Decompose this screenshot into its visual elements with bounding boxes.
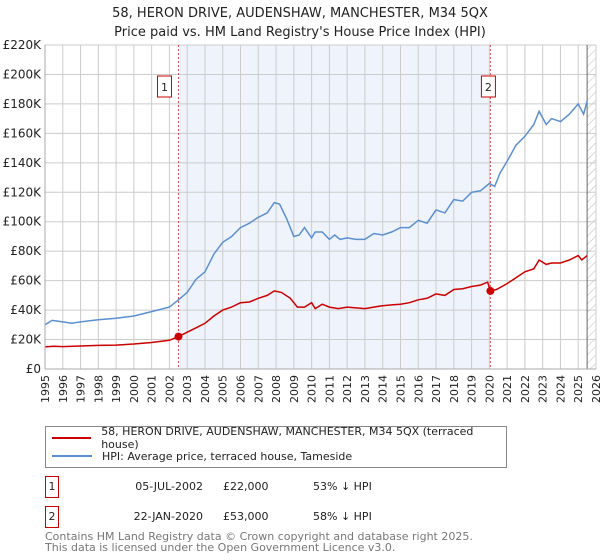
legend-label: 58, HERON DRIVE, AUDENSHAW, MANCHESTER, … bbox=[101, 425, 474, 451]
x-tick-label: 2016 bbox=[412, 375, 425, 403]
x-tick-label: 1995 bbox=[39, 375, 52, 403]
x-tick-label: 2012 bbox=[341, 375, 354, 403]
transaction-number: 1 bbox=[45, 476, 59, 498]
sale-marker-box bbox=[156, 75, 172, 98]
price-paid-line bbox=[44, 254, 588, 348]
chart-title: 58, HERON DRIVE, AUDENSHAW, MANCHESTER, … bbox=[112, 6, 488, 21]
y-tick-label: £20K bbox=[10, 333, 42, 347]
legend-item-property: 58, HERON DRIVE, AUDENSHAW, MANCHESTER, … bbox=[52, 425, 506, 451]
y-tick-label: £180K bbox=[3, 97, 43, 111]
x-tick-label: 2005 bbox=[217, 375, 230, 403]
sale-point bbox=[486, 286, 495, 295]
transaction-hpi: 53% ↓ HPI bbox=[313, 480, 372, 493]
transaction-date: 05-JUL-2002 bbox=[135, 480, 203, 493]
transaction-price: £22,000 bbox=[223, 480, 269, 493]
y-tick-label: £60K bbox=[10, 274, 42, 288]
x-tick-label: 2015 bbox=[394, 375, 407, 403]
sale-marker-box bbox=[480, 75, 496, 98]
shaded-period bbox=[178, 45, 491, 369]
footer-licence: This data is licensed under the Open Gov… bbox=[45, 541, 396, 554]
y-tick-label: £80K bbox=[10, 244, 42, 258]
x-tick-label: 2013 bbox=[359, 375, 372, 403]
chart-subtitle: Price paid vs. HM Land Registry's House … bbox=[114, 25, 486, 40]
x-tick-label: 2025 bbox=[572, 375, 585, 403]
x-tick-label: 2021 bbox=[501, 375, 514, 403]
x-tick-label: 2014 bbox=[377, 375, 390, 403]
x-tick-label: 2001 bbox=[146, 375, 159, 403]
x-tick-label: 2003 bbox=[181, 375, 194, 403]
x-tick-label: 1996 bbox=[57, 375, 70, 403]
y-tick-label: £120K bbox=[3, 185, 43, 199]
x-tick-label: 2007 bbox=[252, 375, 265, 403]
sale-point bbox=[174, 332, 183, 341]
sale-marker-label: 2 bbox=[485, 81, 492, 94]
x-tick-label: 2006 bbox=[235, 375, 248, 403]
price-chart: 1995 1996 1997 1998 1999 2000 2001 2002 2003 2004… bbox=[3, 38, 600, 403]
y-tick-label: £0 bbox=[26, 362, 41, 376]
y-tick-label: £100K bbox=[3, 215, 43, 229]
x-tick-label: 2023 bbox=[537, 375, 550, 403]
legend: 58, HERON DRIVE, AUDENSHAW, MANCHESTER, … bbox=[45, 425, 507, 468]
transaction-price: £53,000 bbox=[223, 510, 269, 523]
transaction-date: 22-JAN-2020 bbox=[133, 510, 203, 523]
x-tick-label: 1999 bbox=[110, 375, 123, 403]
y-tick-label: £200K bbox=[3, 67, 43, 81]
transaction-hpi: 58% ↓ HPI bbox=[313, 510, 372, 523]
y-tick-label: £220K bbox=[3, 38, 43, 52]
x-tick-label: 2004 bbox=[199, 375, 212, 403]
x-tick-label: 2000 bbox=[128, 375, 141, 403]
x-tick-label: 2026 bbox=[590, 375, 600, 403]
legend-swatch-blue bbox=[52, 455, 92, 457]
y-tick-label: £160K bbox=[3, 126, 43, 140]
x-tick-label: 2008 bbox=[270, 375, 283, 403]
chart-title-block: 58, HERON DRIVE, AUDENSHAW, MANCHESTER, … bbox=[0, 4, 600, 42]
legend-label: HPI: Average price, terraced house, Tame… bbox=[102, 449, 353, 463]
forecast-hatch bbox=[587, 45, 596, 369]
y-tick-label: £140K bbox=[3, 156, 43, 170]
x-tick-label: 2010 bbox=[306, 375, 319, 403]
hpi-line bbox=[44, 100, 588, 326]
sale-marker-label: 1 bbox=[161, 81, 168, 94]
transaction-number: 2 bbox=[45, 506, 59, 528]
x-tick-label: 2019 bbox=[466, 375, 479, 403]
footer: Contains HM Land Registry data © Crown c… bbox=[45, 531, 473, 553]
x-tick-label: 2017 bbox=[430, 375, 443, 403]
legend-swatch-red bbox=[52, 437, 92, 439]
x-tick-label: 2018 bbox=[448, 375, 461, 403]
x-tick-label: 2020 bbox=[483, 375, 496, 403]
x-tick-label: 2011 bbox=[323, 375, 336, 403]
x-tick-label: 2002 bbox=[163, 375, 176, 403]
y-tick-label: £40K bbox=[10, 303, 42, 317]
footer-copyright: Contains HM Land Registry data © Crown c… bbox=[45, 530, 473, 543]
legend-item-hpi: HPI: Average price, terraced house, Tame… bbox=[52, 448, 352, 464]
x-tick-label: 1997 bbox=[75, 375, 88, 403]
x-tick-label: 2024 bbox=[554, 375, 567, 403]
x-tick-label: 1998 bbox=[92, 375, 105, 403]
x-tick-label: 2009 bbox=[288, 375, 301, 403]
x-tick-label: 2022 bbox=[519, 375, 532, 403]
